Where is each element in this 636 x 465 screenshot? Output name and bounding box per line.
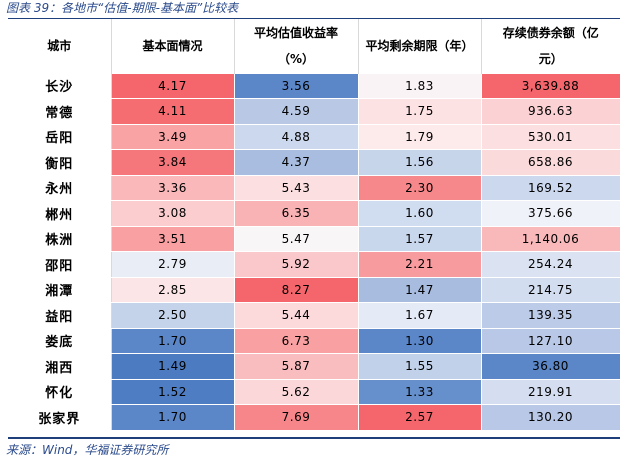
table-row: 岳阳 3.49 4.88 1.79 530.01 (8, 123, 621, 150)
yield-cell: 5.44 (233, 302, 359, 329)
balance-cell: 36.80 (480, 353, 621, 380)
term-cell: 1.79 (357, 123, 482, 150)
fundamentals-cell: 2.85 (110, 276, 235, 303)
table-row: 永州 3.36 5.43 2.30 169.52 (8, 174, 621, 201)
city-cell: 湘潭 (8, 276, 112, 303)
source-note: 来源：Wind，华福证券研究所 (6, 443, 169, 457)
term-cell: 2.21 (357, 251, 482, 278)
term-cell: 1.57 (357, 225, 482, 252)
table-header-row: 城市 基本面情况 平均估值收益率 （%） 平均剩余期限（年） 存续债券余额（亿 … (8, 19, 620, 73)
city-cell: 株洲 (8, 225, 112, 252)
bottom-rule (8, 437, 620, 439)
table-row: 湘西 1.49 5.87 1.55 36.80 (8, 353, 621, 380)
table-row: 益阳 2.50 5.44 1.67 139.35 (8, 302, 621, 329)
yield-cell: 8.27 (233, 276, 359, 303)
balance-cell: 139.35 (480, 302, 621, 329)
term-cell: 2.57 (357, 404, 482, 431)
balance-cell: 130.20 (480, 404, 621, 431)
fundamentals-cell: 4.17 (110, 72, 235, 99)
term-cell: 1.33 (357, 378, 482, 405)
yield-cell: 5.62 (233, 378, 359, 405)
city-cell: 常德 (8, 98, 112, 125)
city-cell: 娄底 (8, 327, 112, 354)
table-row: 郴州 3.08 6.35 1.60 375.66 (8, 200, 621, 227)
balance-cell: 658.86 (480, 149, 621, 176)
balance-cell: 375.66 (480, 200, 621, 227)
yield-cell: 6.73 (233, 327, 359, 354)
city-cell: 衡阳 (8, 149, 112, 176)
term-cell: 1.47 (357, 276, 482, 303)
yield-cell: 4.88 (233, 123, 359, 150)
balance-cell: 254.24 (480, 251, 621, 278)
table-row: 湘潭 2.85 8.27 1.47 214.75 (8, 276, 621, 303)
fundamentals-cell: 3.84 (110, 149, 235, 176)
balance-cell: 219.91 (480, 378, 621, 405)
figure-title: 图表 39：各地市“估值-期限-基本面”比较表 (6, 1, 239, 15)
term-cell: 1.56 (357, 149, 482, 176)
header-balance: 存续债券余额（亿 元） (480, 19, 620, 73)
balance-cell: 1,140.06 (480, 225, 621, 252)
city-cell: 郴州 (8, 200, 112, 227)
yield-cell: 5.43 (233, 174, 359, 201)
yield-cell: 7.69 (233, 404, 359, 431)
yield-cell: 4.37 (233, 149, 359, 176)
term-cell: 2.30 (357, 174, 482, 201)
table-row: 娄底 1.70 6.73 1.30 127.10 (8, 327, 621, 354)
term-cell: 1.30 (357, 327, 482, 354)
fundamentals-cell: 1.49 (110, 353, 235, 380)
yield-cell: 6.35 (233, 200, 359, 227)
table-row: 衡阳 3.84 4.37 1.56 658.86 (8, 149, 621, 176)
city-cell: 怀化 (8, 378, 112, 405)
fundamentals-cell: 3.51 (110, 225, 235, 252)
comparison-table: 城市 基本面情况 平均估值收益率 （%） 平均剩余期限（年） 存续债券余额（亿 … (8, 19, 621, 431)
fundamentals-cell: 2.50 (110, 302, 235, 329)
term-cell: 1.75 (357, 98, 482, 125)
balance-cell: 3,639.88 (480, 72, 621, 99)
term-cell: 1.83 (357, 72, 482, 99)
city-cell: 湘西 (8, 353, 112, 380)
fundamentals-cell: 1.70 (110, 327, 235, 354)
yield-cell: 5.92 (233, 251, 359, 278)
city-cell: 永州 (8, 174, 112, 201)
balance-cell: 936.63 (480, 98, 621, 125)
balance-cell: 214.75 (480, 276, 621, 303)
city-cell: 岳阳 (8, 123, 112, 150)
city-cell: 张家界 (8, 404, 112, 431)
fundamentals-cell: 2.79 (110, 251, 235, 278)
header-fundamentals: 基本面情况 (110, 19, 235, 73)
balance-cell: 169.52 (480, 174, 621, 201)
city-cell: 长沙 (8, 72, 112, 99)
yield-cell: 4.59 (233, 98, 359, 125)
yield-cell: 5.87 (233, 353, 359, 380)
header-city: 城市 (8, 19, 112, 73)
balance-cell: 127.10 (480, 327, 621, 354)
table-row: 怀化 1.52 5.62 1.33 219.91 (8, 378, 621, 405)
header-term: 平均剩余期限（年） (357, 19, 482, 73)
table-row: 长沙 4.17 3.56 1.83 3,639.88 (8, 72, 621, 99)
term-cell: 1.67 (357, 302, 482, 329)
header-yield: 平均估值收益率 （%） (233, 19, 359, 73)
table-row: 常德 4.11 4.59 1.75 936.63 (8, 98, 621, 125)
balance-cell: 530.01 (480, 123, 621, 150)
term-cell: 1.60 (357, 200, 482, 227)
fundamentals-cell: 3.08 (110, 200, 235, 227)
city-cell: 益阳 (8, 302, 112, 329)
fundamentals-cell: 1.70 (110, 404, 235, 431)
term-cell: 1.55 (357, 353, 482, 380)
table-row: 邵阳 2.79 5.92 2.21 254.24 (8, 251, 621, 278)
table-row: 株洲 3.51 5.47 1.57 1,140.06 (8, 225, 621, 252)
fundamentals-cell: 3.36 (110, 174, 235, 201)
city-cell: 邵阳 (8, 251, 112, 278)
fundamentals-cell: 4.11 (110, 98, 235, 125)
yield-cell: 5.47 (233, 225, 359, 252)
yield-cell: 3.56 (233, 72, 359, 99)
fundamentals-cell: 3.49 (110, 123, 235, 150)
fundamentals-cell: 1.52 (110, 378, 235, 405)
table-row: 张家界 1.70 7.69 2.57 130.20 (8, 404, 621, 431)
